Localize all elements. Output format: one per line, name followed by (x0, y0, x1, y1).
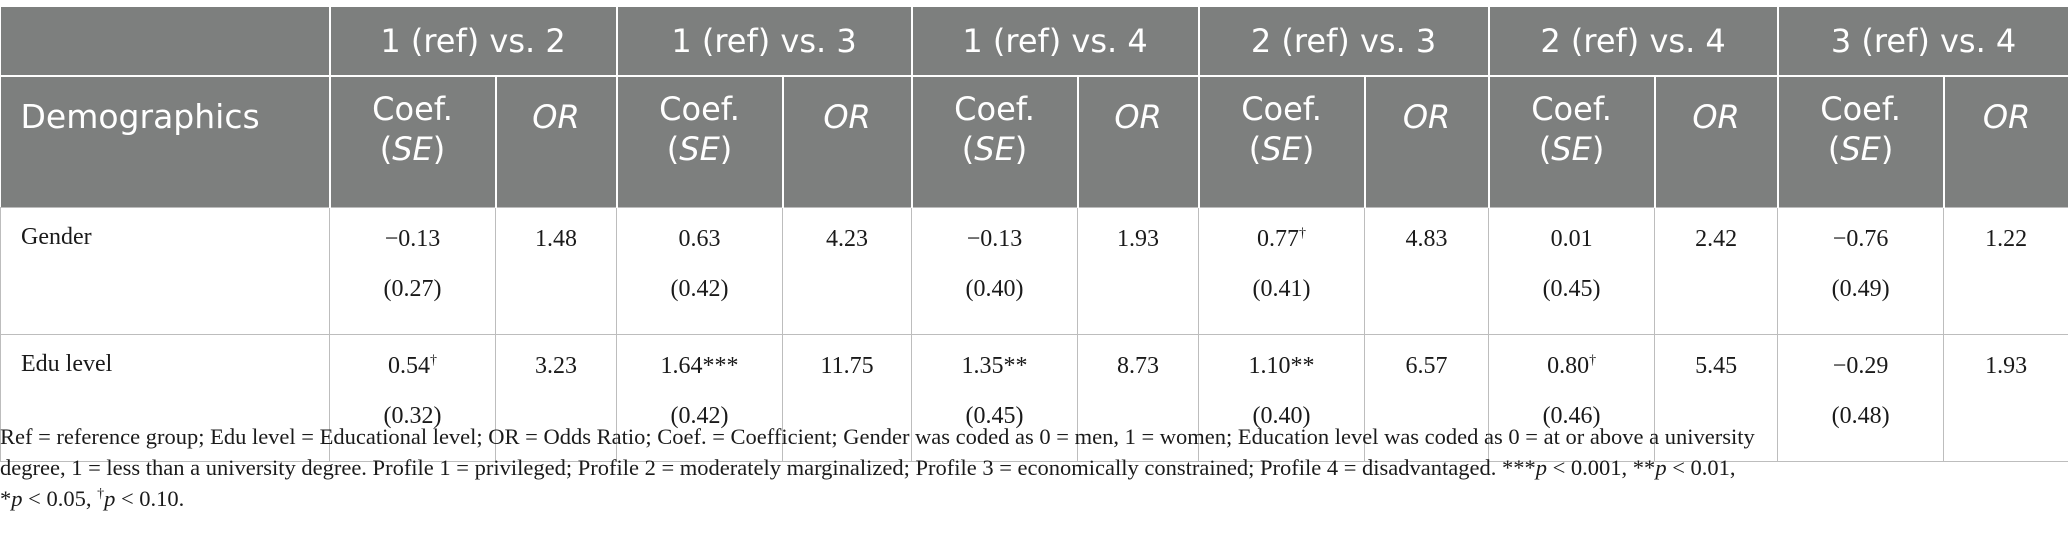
or-header: OR (1363, 76, 1489, 208)
coef-cell: −0.13 (0.27) (329, 207, 496, 335)
group-header: 2 (ref) vs. 4 (1487, 7, 1778, 77)
coef-value: 1.35** (961, 353, 1028, 379)
coef-se-header: Coef. (SE) (328, 76, 496, 208)
row-label: Gender (0, 207, 330, 335)
coef-cell: 1.35** (0.45) (911, 334, 1079, 462)
coef-value: 1.64*** (660, 353, 739, 379)
coef-cell: 0.80† (0.46) (1488, 334, 1656, 462)
coef-cell: −0.29 (0.48) (1777, 334, 1945, 462)
or-cell: 6.57 (1364, 334, 1490, 462)
se-value: (0.45) (1542, 276, 1601, 302)
coef-cell: 0.77† (0.41) (1198, 207, 1366, 335)
coef-value: −0.29 (1832, 353, 1889, 379)
footnote-line: Ref = reference group; Edu level = Educa… (0, 424, 1755, 449)
se-value: (0.42) (670, 276, 729, 302)
table-body: Gender −0.13 (0.27) 1.48 0.63 (0.42) 4.23 −0.13… (0, 207, 2068, 462)
or-header: OR (1942, 76, 2068, 208)
table-row: Edu level 0.54† (0.32) 3.23 1.64*** (0.42) 11.… (0, 334, 2068, 462)
or-cell: 1.93 (1943, 334, 2068, 462)
coef-value: −0.76 (1832, 226, 1889, 252)
group-header: 1 (ref) vs. 4 (910, 7, 1199, 77)
coef-se-header: Coef. (SE) (1776, 76, 1944, 208)
coef-se-header: Coef. (SE) (1197, 76, 1365, 208)
significance-marker: † (1299, 226, 1307, 241)
se-value: (0.27) (383, 276, 442, 302)
se-value: (0.48) (1831, 403, 1890, 429)
footnote-line: degree, 1 = less than a university degre… (0, 455, 1736, 480)
coef-cell: −0.76 (0.49) (1777, 207, 1945, 335)
group-header: 1 (ref) vs. 3 (615, 7, 912, 77)
coef-cell: 1.10** (0.40) (1198, 334, 1366, 462)
coef-se-header: Coef. (SE) (615, 76, 783, 208)
demographics-header: Demographics (0, 76, 330, 208)
or-cell: 5.45 (1654, 334, 1779, 462)
coef-value: 0.80 (1547, 353, 1590, 379)
row-label: Edu level (0, 334, 330, 462)
or-cell: 11.75 (782, 334, 913, 462)
table-row: Gender −0.13 (0.27) 1.48 0.63 (0.42) 4.23 −0.13… (0, 207, 2068, 335)
se-value: (0.32) (383, 403, 442, 429)
significance-marker: † (1589, 353, 1597, 368)
or-cell: 1.93 (1077, 207, 1200, 335)
footnote-line: *p < 0.05, †p < 0.10. (0, 486, 185, 511)
se-value: (0.46) (1542, 403, 1601, 429)
header-row-groups: 1 (ref) vs. 2 1 (ref) vs. 3 1 (ref) vs. … (0, 7, 2068, 77)
coef-cell: 0.54† (0.32) (329, 334, 496, 462)
coef-se-header: Coef. (SE) (1487, 76, 1655, 208)
or-cell: 4.23 (782, 207, 913, 335)
se-value: (0.40) (1252, 403, 1311, 429)
or-header: OR (1076, 76, 1199, 208)
or-cell: 1.22 (1943, 207, 2068, 335)
or-cell: 3.23 (494, 334, 618, 462)
header-corner (0, 7, 330, 77)
or-cell: 4.83 (1364, 207, 1490, 335)
coef-cell: 1.64*** (0.42) (616, 334, 784, 462)
se-value: (0.41) (1252, 276, 1311, 302)
coef-cell: 0.63 (0.42) (616, 207, 784, 335)
or-header: OR (781, 76, 912, 208)
se-value: (0.42) (670, 403, 729, 429)
results-table: 1 (ref) vs. 2 1 (ref) vs. 3 1 (ref) vs. … (0, 7, 2068, 462)
coef-value: −0.13 (966, 226, 1023, 252)
coef-value: 1.10** (1248, 353, 1315, 379)
or-cell: 2.42 (1654, 207, 1779, 335)
or-header: OR (1653, 76, 1778, 208)
se-value: (0.40) (965, 276, 1024, 302)
coef-cell: 0.01 (0.45) (1488, 207, 1656, 335)
coef-se-header: Coef. (SE) (910, 76, 1078, 208)
group-header: 1 (ref) vs. 2 (328, 7, 617, 77)
se-value: (0.45) (965, 403, 1024, 429)
header-row-stats: Demographics Coef. (SE) OR Coef. (SE) OR Coef.… (0, 76, 2068, 208)
or-header: OR (494, 76, 617, 208)
coef-value: 0.54 (388, 353, 430, 379)
coef-value: 0.01 (1550, 226, 1593, 252)
coef-value: 0.63 (678, 226, 721, 252)
table-footnote: Ref = reference group; Edu level = Educa… (0, 421, 2066, 514)
coef-value: −0.13 (384, 226, 441, 252)
significance-marker: † (430, 353, 437, 368)
or-cell: 8.73 (1077, 334, 1200, 462)
group-header: 3 (ref) vs. 4 (1776, 7, 2068, 77)
group-header: 2 (ref) vs. 3 (1197, 7, 1489, 77)
coef-value: 0.77 (1257, 226, 1300, 252)
or-cell: 1.48 (494, 207, 618, 335)
coef-cell: −0.13 (0.40) (911, 207, 1079, 335)
se-value: (0.49) (1831, 276, 1890, 302)
